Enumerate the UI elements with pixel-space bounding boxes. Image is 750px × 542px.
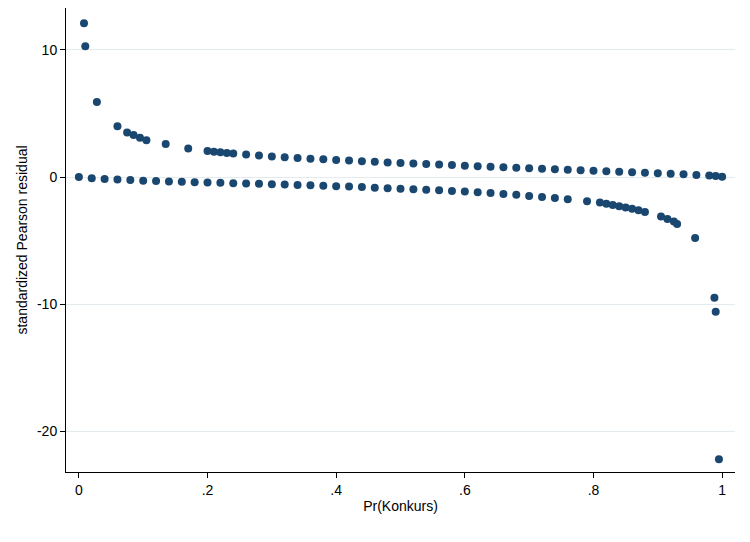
svg-text:standardized Pearson residual: standardized Pearson residual: [14, 145, 30, 334]
svg-text:Pr(Konkurs): Pr(Konkurs): [363, 498, 438, 514]
svg-text:0: 0: [75, 482, 83, 498]
svg-text:0: 0: [49, 169, 57, 185]
svg-text:.4: .4: [330, 482, 342, 498]
svg-text:.2: .2: [202, 482, 214, 498]
svg-text:.8: .8: [588, 482, 600, 498]
svg-text:-10: -10: [37, 296, 57, 312]
svg-text:1: 1: [718, 482, 726, 498]
svg-text:.6: .6: [459, 482, 471, 498]
svg-text:-20: -20: [37, 423, 57, 439]
svg-text:10: 10: [42, 42, 58, 58]
